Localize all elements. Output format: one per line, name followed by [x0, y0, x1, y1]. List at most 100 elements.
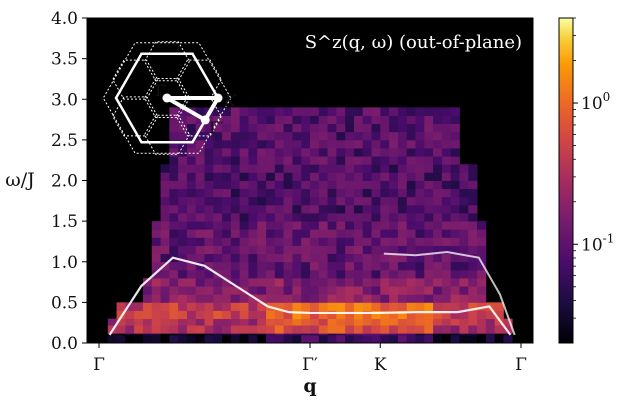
heatmap-cell: [336, 294, 346, 303]
heatmap-cell: [424, 278, 434, 287]
heatmap-cell: [397, 139, 408, 149]
heatmap-cell: [160, 188, 170, 198]
heatmap-cell: [345, 139, 355, 149]
heatmap-cell: [160, 180, 170, 190]
heatmap-cell: [178, 196, 188, 206]
heatmap-cell: [318, 253, 328, 263]
heatmap-cell: [468, 325, 478, 334]
heatmap-cell: [310, 286, 320, 295]
heatmap-cell: [239, 148, 249, 157]
heatmap-cell: [169, 213, 179, 222]
heatmap-cell: [441, 196, 452, 206]
heatmap-cell: [433, 148, 443, 157]
heatmap-cell: [169, 204, 179, 214]
heatmap-cell: [380, 318, 390, 326]
heatmap-cell: [178, 180, 188, 190]
heatmap-cell: [301, 213, 311, 222]
heatmap-cell: [213, 286, 223, 295]
heatmap-cell: [485, 310, 496, 320]
heatmap-cell: [327, 123, 337, 133]
heatmap-cell: [415, 318, 425, 326]
heatmap-cell: [389, 302, 399, 311]
heatmap-cell: [230, 318, 241, 326]
heatmap-cell: [424, 188, 434, 198]
heatmap-cell: [353, 172, 364, 181]
heatmap-cell: [441, 334, 452, 343]
heatmap-cell: [327, 213, 337, 222]
heatmap-cell: [433, 325, 443, 334]
y-tick-label: 1.5: [51, 212, 78, 232]
heatmap-cell: [310, 221, 320, 230]
heatmap-cell: [406, 318, 416, 326]
x-tick-label: Γ: [515, 355, 527, 375]
heatmap-cell: [503, 318, 513, 326]
heatmap-cell: [230, 294, 241, 303]
heatmap-cell: [468, 286, 478, 295]
inset-gamma-point: [162, 93, 172, 103]
heatmap-cell: [406, 131, 416, 141]
heatmap-cell: [415, 213, 425, 222]
heatmap-cell: [459, 229, 469, 238]
heatmap-cell: [362, 253, 372, 263]
heatmap-cell: [283, 204, 293, 214]
heatmap-cell: [248, 237, 258, 246]
heatmap-cell: [301, 294, 311, 303]
heatmap-cell: [371, 310, 381, 320]
heatmap-cell: [195, 269, 205, 279]
heatmap-cell: [239, 294, 249, 303]
heatmap-cell: [186, 334, 197, 343]
heatmap-cell: [389, 139, 399, 149]
heatmap-cell: [283, 245, 293, 255]
heatmap-cell: [459, 213, 469, 222]
heatmap-cell: [248, 180, 258, 190]
heatmap-cell: [345, 334, 355, 343]
heatmap-cell: [195, 188, 205, 198]
heatmap-cell: [415, 261, 425, 271]
heatmap-cell: [142, 333, 153, 336]
heatmap-cell: [195, 107, 205, 116]
heatmap-cell: [292, 261, 302, 271]
heatmap-cell: [477, 269, 487, 279]
heatmap-cell: [406, 139, 416, 149]
heatmap-cell: [433, 294, 443, 303]
heatmap-cell: [424, 139, 434, 149]
heatmap-cell: [371, 245, 381, 255]
heatmap-cell: [450, 107, 460, 116]
heatmap-cell: [274, 213, 285, 222]
heatmap-cell: [292, 156, 302, 165]
heatmap-cell: [230, 115, 241, 125]
inset-path: [166, 96, 222, 123]
heatmap-cell: [204, 229, 214, 238]
heatmap-cell: [142, 302, 153, 311]
heatmap-cell: [283, 213, 293, 222]
heatmap-cell: [353, 294, 364, 303]
heatmap-cell: [239, 318, 249, 326]
heatmap-cell: [107, 333, 117, 336]
y-tick-label: 4.0: [51, 9, 78, 29]
heatmap-cell: [186, 188, 197, 198]
heatmap-cell: [213, 229, 223, 238]
heatmap-cell: [327, 107, 337, 116]
heatmap-cell: [283, 229, 293, 238]
heatmap-cell: [204, 286, 214, 295]
heatmap-cell: [310, 302, 320, 311]
heatmap-cell: [336, 180, 346, 190]
heatmap-cell: [186, 294, 197, 303]
heatmap-cell: [274, 164, 285, 173]
heatmap-cell: [327, 269, 337, 279]
heatmap-cell: [186, 269, 197, 279]
heatmap-cell: [169, 123, 179, 133]
heatmap-cell: [195, 302, 205, 311]
heatmap-cell: [222, 180, 232, 190]
heatmap-cell: [406, 156, 416, 165]
heatmap-cell: [424, 302, 434, 311]
heatmap-cell: [274, 229, 285, 238]
inset-dotted-hexagon: [143, 78, 191, 118]
heatmap-cell: [459, 237, 469, 246]
heatmap-cell: [459, 196, 469, 206]
heatmap-cell: [389, 221, 399, 230]
heatmap-cell: [213, 325, 223, 334]
inset-dotted-hexagon: [112, 59, 159, 100]
heatmap-cell: [142, 334, 153, 343]
heatmap-cell: [371, 172, 381, 181]
